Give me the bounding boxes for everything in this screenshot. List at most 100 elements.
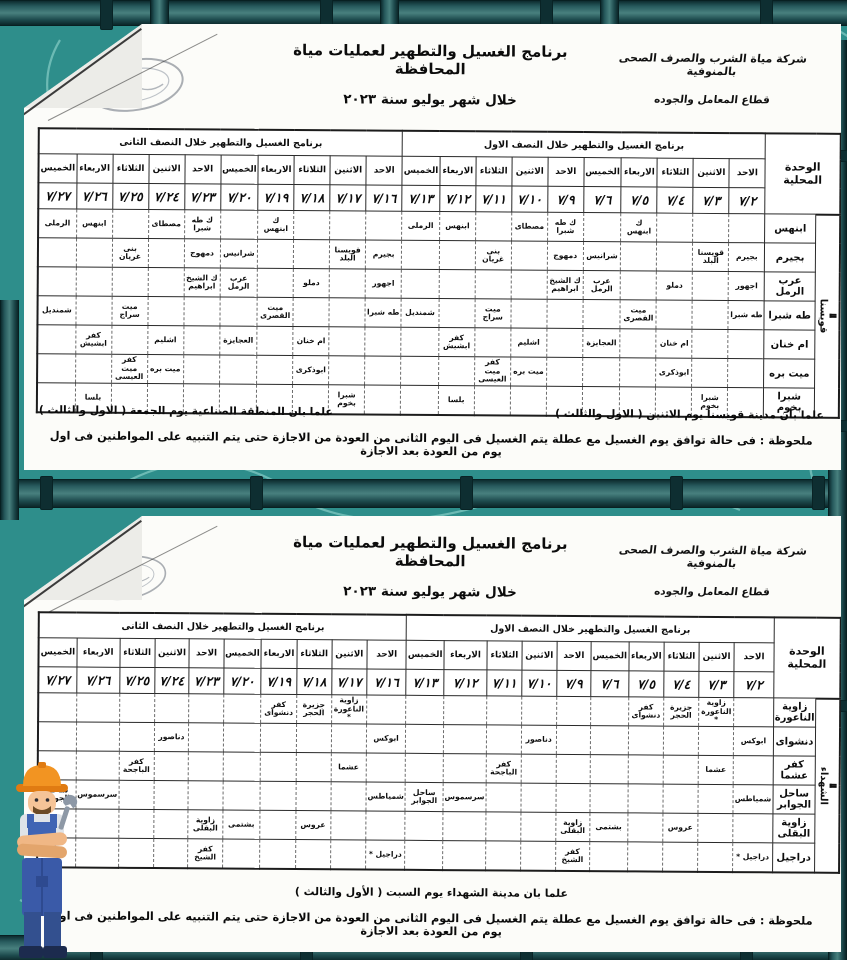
day-header: الاحد [366,640,407,670]
schedule-cell: قويسنا البلد [329,239,366,270]
date-header: ٧/١٦ [365,185,403,212]
schedule-cell [443,724,487,754]
unit-label: زاوية الناعورة [773,697,817,728]
schedule-cell [439,240,476,270]
schedule-cell [620,241,657,272]
schedule-cell [37,353,76,384]
schedule-cell [147,238,185,268]
schedule-cell: عروس [295,810,331,840]
schedule-cell [511,241,548,271]
date-header: ٧/١٨ [296,668,332,695]
note-quesna-city: علما بأن مدينة قويسنا يوم الاثنين ( الاو… [555,406,824,422]
schedule-cell [147,296,184,326]
district-bracket-line [829,783,837,788]
pipe-flange [100,0,113,30]
schedule-cell [656,300,693,330]
unit-label: ابنهس [764,213,816,244]
schedule-cell: دناصور [521,725,557,755]
day-header: الخميس [38,637,77,668]
schedule-cell: مصطاى [148,209,185,239]
schedule-cell [627,783,664,814]
schedule-cell [188,780,223,811]
schedule-cell: كفر ابشيش [75,325,112,355]
schedule-cell [219,355,257,385]
day-header: الاحد [547,157,584,187]
schedule-cell: زاوية الناعورة * [698,697,735,727]
schedule-cell: كفر الشيخ [555,841,590,872]
schedule-cell [293,210,330,240]
day-header: الثلاثاء [119,638,155,668]
schedule-cell [365,811,406,841]
schedule-cell [486,695,522,726]
schedule-cell [474,269,512,300]
date-header: ٧/١١ [486,669,522,697]
schedule-cell: دمهوج [547,241,584,271]
schedule-cell [619,357,657,388]
holiday-footnote: ملحوظة : فى حالة توافق يوم الغسيل مع عطل… [49,909,813,939]
schedule-cell [295,839,331,870]
day-header: الاثنين [148,154,185,184]
date-header: ٧/١٢ [439,185,476,212]
schedule-cell [627,725,664,756]
schedule-cell [118,809,154,839]
schedule-cell [732,813,773,843]
schedule-cell [188,751,223,782]
schedule-cell [293,239,330,269]
first-half-header: برنامج الغسيل والتطهير خلال النصف الاول [406,614,774,643]
date-header: ٧/١١ [475,185,512,213]
district-bracket-wrap: قويسنا [816,299,837,334]
schedule-cell [521,696,557,726]
schedule-cell [111,325,148,355]
schedule-cell [620,270,657,301]
schedule-cell [153,838,189,869]
schedule-cell [37,237,77,268]
schedule-cell: بشتمى [222,810,261,840]
schedule-cell: دملو [293,268,330,298]
schedule-cell: مصطاى [511,212,548,242]
schedule-cell [293,297,330,327]
company-name: شركة مياة الشرب والصرف الصحى بالمنوفية [618,51,808,79]
schedule-cell [366,695,407,725]
schedule-cell [222,723,261,753]
day-header: الاثنين [511,157,548,187]
schedule-card-shohada: شركة مياة الشرب والصرف الصحى بالمنوفية ق… [24,516,841,952]
pipe-middle [0,479,847,508]
date-header: ٧/٢٦ [76,183,113,210]
schedule-cell: عشما [698,755,734,785]
schedule-cell [37,721,77,752]
schedule-cell: كفر ميت العيسى [111,354,148,384]
schedule-cell [485,782,521,813]
schedule-cell [438,298,475,328]
day-header: الخميس [402,156,440,186]
day-header: الثلاثاء [486,640,522,671]
schedule-cell [220,210,258,240]
pipe-flange [670,476,683,510]
schedule-cell [589,783,628,813]
district-bracket: الشهداء [814,698,841,873]
unit-label: دنشواى [773,726,816,757]
schedule-cell [219,297,258,327]
schedule-cell: العجايزة [219,326,258,356]
schedule-cell [692,271,729,301]
schedule-cell: شمنديل [401,298,439,328]
schedule-cell [442,811,486,841]
schedule-cell [154,693,190,723]
department-name: قطاع المعامل والجوده [653,93,771,107]
schedule-cell [405,724,444,754]
date-header: ٧/٢٧ [38,666,77,694]
schedule-cell [330,781,367,812]
pipe-flange [812,476,825,510]
schedule-cell [656,242,693,272]
date-header: ٧/١٩ [260,668,297,695]
schedule-cell [147,267,184,297]
schedule-cell [257,268,294,298]
date-header: ٧/٩ [556,670,591,697]
schedule-cell: اشليم [147,325,184,355]
district-label: الشهداء [817,766,830,805]
schedule-cell [662,784,699,814]
day-header: الاحد [729,158,766,188]
date-header: ٧/٢٠ [223,668,262,695]
company-name: شركة مياة الشرب والصرف الصحى بالمنوفية [618,543,808,571]
day-header: الخميس [220,155,259,185]
schedule-cell [256,355,293,385]
